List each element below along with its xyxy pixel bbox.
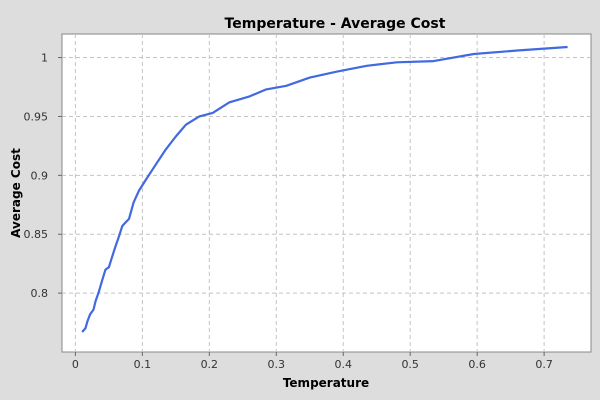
- x-tick-label: 0.3: [268, 358, 286, 371]
- x-tick-label: 0.7: [535, 358, 553, 371]
- x-tick-label: 0: [72, 358, 79, 371]
- x-tick-label: 0.2: [201, 358, 219, 371]
- y-axis: 0.8 0.85 0.9 0.95 1: [24, 52, 62, 300]
- x-tick-label: 0.1: [134, 358, 152, 371]
- x-tick-label: 0.5: [401, 358, 419, 371]
- x-tick-label: 0.4: [334, 358, 352, 371]
- chart-title: Temperature - Average Cost: [225, 16, 446, 32]
- x-tick-label: 0.6: [468, 358, 486, 371]
- y-tick-label: 0.9: [31, 169, 49, 182]
- x-axis: 0 0.1 0.2 0.3 0.4 0.5 0.6 0.7: [72, 352, 553, 371]
- series-group: [81, 45, 568, 333]
- series-line: [81, 45, 568, 333]
- y-tick-label: 0.8: [31, 287, 49, 300]
- y-tick-label: 0.95: [24, 110, 49, 123]
- x-axis-label: Temperature: [283, 376, 369, 390]
- y-tick-label: 0.85: [24, 228, 49, 241]
- y-tick-label: 1: [41, 52, 48, 65]
- y-axis-label: Average Cost: [9, 148, 23, 238]
- plot-area: [61, 33, 592, 353]
